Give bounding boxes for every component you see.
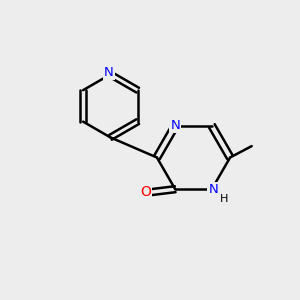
- Text: N: N: [208, 183, 218, 196]
- Text: H: H: [220, 194, 229, 204]
- Text: O: O: [140, 185, 151, 199]
- Text: N: N: [170, 119, 180, 132]
- Text: N: N: [104, 66, 114, 80]
